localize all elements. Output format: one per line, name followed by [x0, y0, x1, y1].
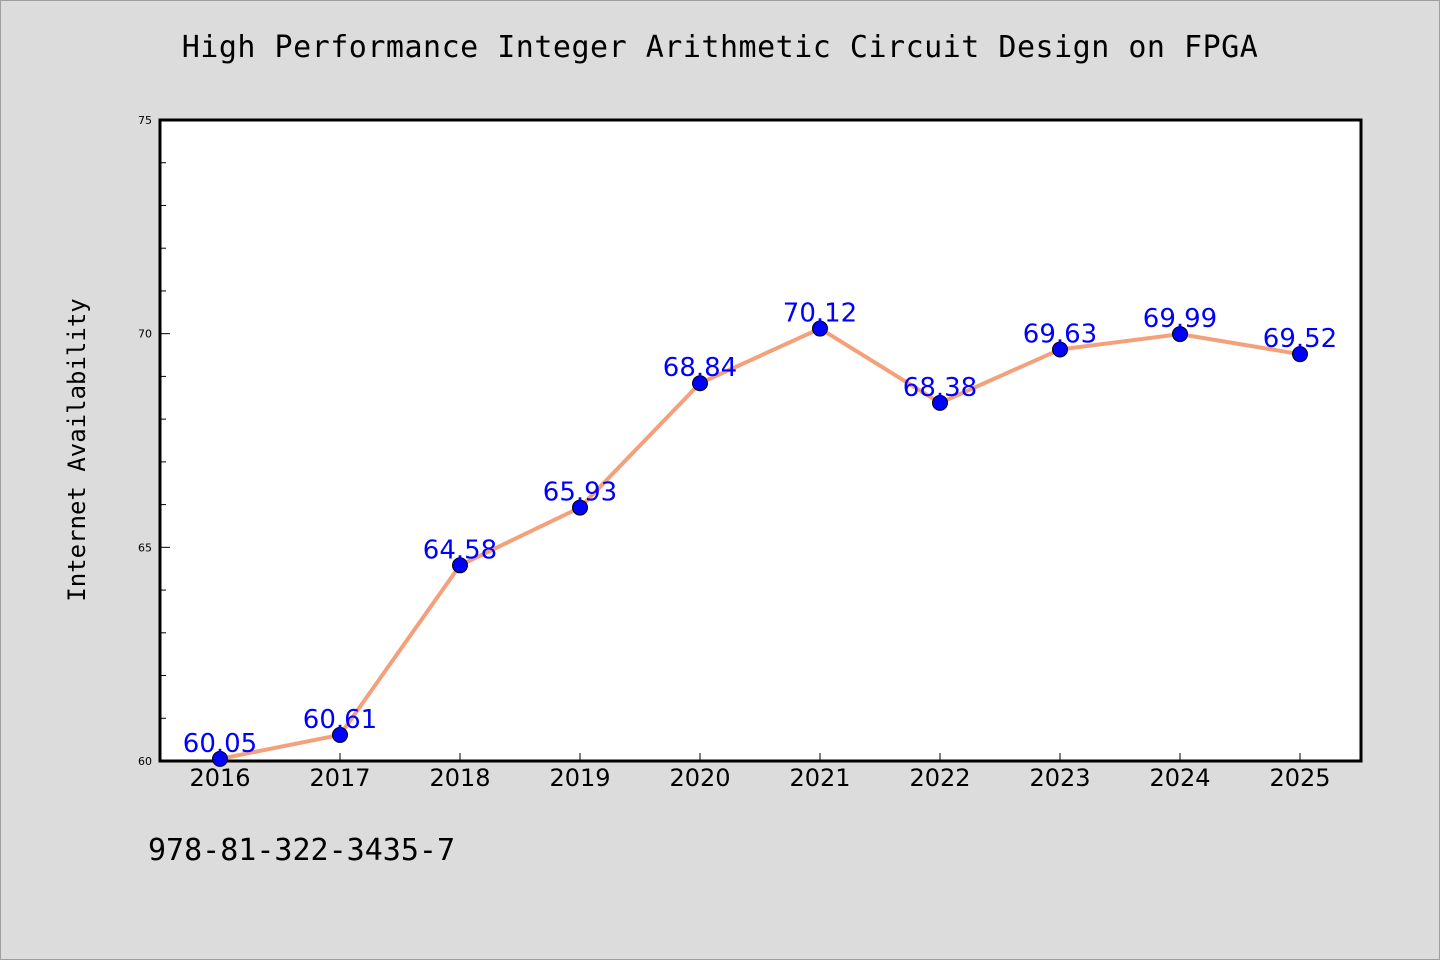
isbn-text: 978-81-322-3435-7 [148, 833, 456, 868]
data-label: 70.12 [783, 299, 857, 329]
y-tick-label: 70 [138, 328, 152, 341]
data-point [1172, 326, 1188, 343]
x-tick-label: 2020 [669, 764, 730, 792]
data-label: 60.61 [303, 705, 377, 735]
y-tick-label: 75 [138, 114, 152, 127]
data-point [1052, 341, 1068, 358]
x-tick-label: 2017 [309, 764, 370, 792]
x-tick-label: 2023 [1029, 764, 1090, 792]
data-label: 60.05 [183, 729, 257, 759]
data-point [692, 375, 708, 392]
data-label: 64.58 [423, 535, 497, 565]
x-tick-label: 2022 [909, 764, 970, 792]
data-label: 69.99 [1143, 304, 1217, 334]
plot-area [158, 118, 1363, 763]
data-label: 68.38 [903, 373, 977, 403]
data-label: 65.93 [543, 478, 617, 508]
data-point [812, 320, 828, 337]
x-tick-label: 2024 [1149, 764, 1210, 792]
x-tick-label: 2016 [189, 764, 250, 792]
data-point [1292, 346, 1308, 363]
data-point [932, 394, 948, 411]
x-tick-label: 2025 [1269, 764, 1330, 792]
series-line [219, 326, 1301, 761]
x-tick-label: 2018 [429, 764, 490, 792]
data-point [332, 726, 348, 743]
chart-title: High Performance Integer Arithmetic Circ… [181, 30, 1259, 65]
data-point [452, 557, 468, 574]
x-tick-label: 2021 [789, 764, 850, 792]
y-tick-label: 65 [138, 541, 152, 554]
x-tick-label: 2019 [549, 764, 610, 792]
data-label: 69.63 [1023, 319, 1097, 349]
data-label: 69.52 [1263, 324, 1337, 354]
data-point [572, 499, 588, 516]
data-label: 68.84 [663, 353, 737, 383]
data-point [212, 750, 228, 767]
y-tick-label: 60 [138, 755, 152, 768]
